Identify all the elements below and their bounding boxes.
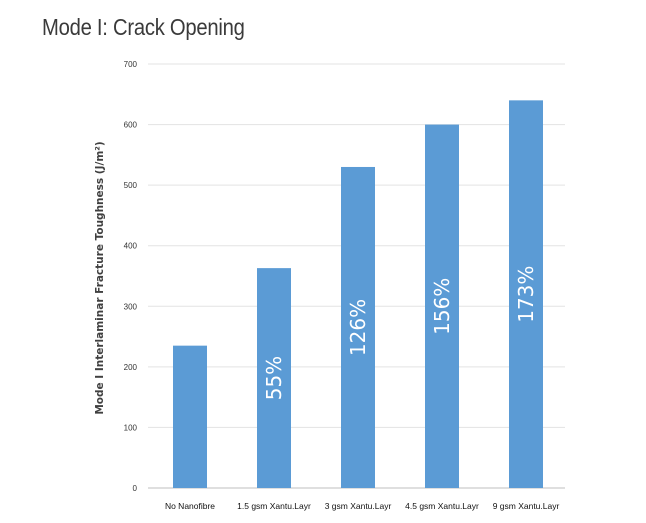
bar-percent-label: 156% bbox=[430, 278, 454, 335]
bars bbox=[173, 100, 543, 489]
y-tick-label: 0 bbox=[133, 484, 138, 493]
category-label: 9 gsm Xantu.Layr bbox=[493, 501, 560, 511]
y-axis-label: Mode I Interlaminar Fracture Toughness (… bbox=[94, 141, 106, 414]
y-tick-label: 200 bbox=[124, 363, 138, 372]
bar-percent-labels: 55% 126% 156% 173% bbox=[262, 266, 538, 401]
bar-percent-label: 126% bbox=[346, 299, 370, 356]
y-tick-label: 100 bbox=[124, 423, 138, 432]
category-label: 3 gsm Xantu.Layr bbox=[325, 501, 392, 511]
bar-percent-label: 173% bbox=[514, 266, 538, 323]
category-label: 4.5 gsm Xantu.Layr bbox=[405, 501, 479, 511]
y-tick-label: 700 bbox=[124, 60, 138, 69]
y-tick-label: 500 bbox=[124, 181, 138, 190]
category-label: No Nanofibre bbox=[165, 501, 215, 511]
bar bbox=[425, 124, 459, 489]
bar-percent-label: 55% bbox=[262, 356, 286, 400]
category-label: 1.5 gsm Xantu.Layr bbox=[237, 501, 311, 511]
y-tick-label: 400 bbox=[124, 242, 138, 251]
y-tick-label: 300 bbox=[124, 302, 138, 311]
bar bbox=[509, 100, 543, 488]
y-tick-label: 600 bbox=[124, 121, 138, 130]
bar bbox=[257, 268, 291, 488]
category-labels: No Nanofibre 1.5 gsm Xantu.Layr 3 gsm Xant… bbox=[165, 501, 560, 511]
y-tick-labels: 0 100 200 300 400 500 600 700 bbox=[124, 60, 138, 493]
bar bbox=[341, 166, 375, 488]
chart-title: Mode I: Crack Opening bbox=[42, 14, 245, 40]
bar bbox=[173, 345, 207, 488]
